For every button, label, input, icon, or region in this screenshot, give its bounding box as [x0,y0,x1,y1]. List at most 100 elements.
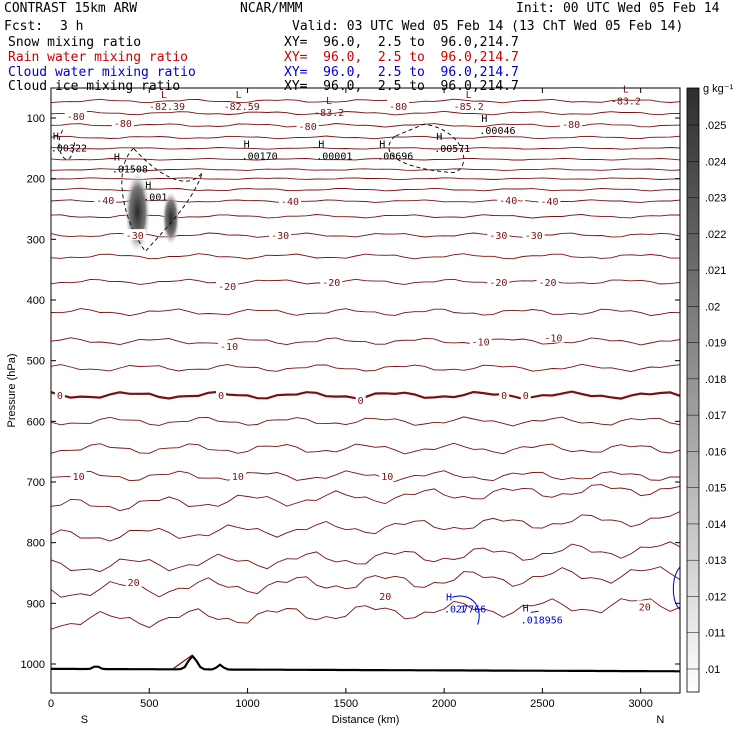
colorbar-label: .02 [705,301,720,313]
contour-label: 0 [501,391,507,402]
colorbar-label: .014 [705,519,726,531]
temperature-contour [51,278,680,285]
contour-label-bg [536,275,559,287]
temperature-contour [51,157,680,161]
colorbar-label: .015 [705,483,726,495]
contour-label: 0 [57,391,63,402]
contour-label-bg [64,110,87,122]
temperature-contour [51,123,680,128]
cloud-ice-contour [58,129,76,160]
fcst-label: Fcst: [4,19,44,34]
contour-label: 10 [73,472,85,483]
high-value: .00322 [51,144,87,155]
contour-label: -30 [271,231,289,242]
contour-label-bg [111,116,134,128]
contour-label-bg [487,229,510,241]
y-tick-label: 600 [27,416,45,428]
contour-label-bg [487,275,510,287]
contour-label: -80 [67,112,85,123]
low-value: -83.2 [611,97,641,108]
contour-label: -80 [114,119,132,130]
y-tick-label: 900 [27,598,45,610]
x-tick-label: 2000 [432,698,456,710]
contour-label: -20 [538,278,556,289]
field-rain-name: Rain water mixing ratio [8,50,189,65]
y-tick-label: 300 [27,234,45,246]
y-tick-label: 400 [27,295,45,307]
temperature-contour [51,541,680,573]
temperature-contour [51,253,680,260]
y-tick-label: 200 [27,174,45,186]
temperature-contour [51,168,680,171]
temperature-contour [51,511,680,542]
x-tick-label: 1000 [235,698,259,710]
contour-label: -40 [540,197,558,208]
contour-label: 0 [358,396,364,407]
contour-label-bg [216,280,239,292]
low-value: -82.39 [149,102,185,113]
colorbar-label: .022 [705,229,726,241]
contour-label: 20 [379,592,391,603]
contour-label-bg [520,389,531,401]
contour-label: 20 [128,578,140,589]
contour-label: -80 [389,102,407,113]
temperature-contour [51,232,680,238]
contour-label-bg [278,195,301,207]
fcst-value: 3 h [60,19,84,34]
colorbar-label: .024 [705,156,726,168]
contour-label: -20 [322,278,340,289]
low-value: -82.59 [224,102,260,113]
high-marker: H [114,153,120,164]
low-marker: L [161,90,167,101]
snow-shading [161,190,180,247]
south-label: S [81,714,88,726]
temperature-contour [51,187,680,192]
colorbar-label: .023 [705,193,726,205]
y-tick-label: 1000 [21,659,45,671]
temperature-contour [51,199,680,203]
valid-time: Valid: 03 UTC Wed 05 Feb 14 (13 ChT Wed … [292,19,684,34]
terrain-line [51,654,680,673]
contour-label-bg [269,229,292,241]
colorbar-label: .013 [705,555,726,567]
low-marker: L [623,85,629,96]
high-marker: H [53,132,59,143]
low-marker: L [466,90,472,101]
y-tick-label: 500 [27,356,45,368]
contour-label: 20 [639,602,651,613]
low-marker: L [236,90,242,101]
y-tick-label: 800 [27,538,45,550]
contour-label: -20 [489,278,507,289]
x-tick-label: 3000 [628,698,652,710]
high-marker: H [244,139,250,150]
high-value: .027766 [444,605,486,616]
high-value: .01508 [112,165,148,176]
source-label: NCAR/MMM [240,1,303,16]
contour-label-bg [218,340,241,352]
temperature-contour [51,442,680,455]
high-value: .00046 [479,126,515,137]
high-value: .001 [143,193,167,204]
field-snow-xy: XY= 96.0, 2.5 to 96.0,214.7 [284,35,519,50]
contour-label: -20 [218,282,236,293]
x-tick-label: 2500 [530,698,554,710]
low-value: -85.2 [454,102,484,113]
field-snow-name: Snow mixing ratio [8,35,142,50]
cloud-ice-contour [121,148,203,253]
colorbar-label: .021 [705,265,726,277]
temperature-contour [51,110,680,116]
temperature-contour [51,337,680,346]
contour-label-bg [469,335,492,347]
high-value: .00571 [434,144,470,155]
contour-label: -80 [299,122,317,133]
high-value: .00696 [377,151,413,162]
contour-label-bg [123,229,146,241]
temperature-contour [51,416,680,427]
contour-label-bg [377,590,394,602]
contour-label-bg [499,389,510,401]
high-marker: H [379,139,385,150]
temperature-contour [172,654,193,670]
colorbar-label: .017 [705,410,726,422]
contour-label: 10 [381,472,393,483]
contour-label-bg [538,195,561,207]
